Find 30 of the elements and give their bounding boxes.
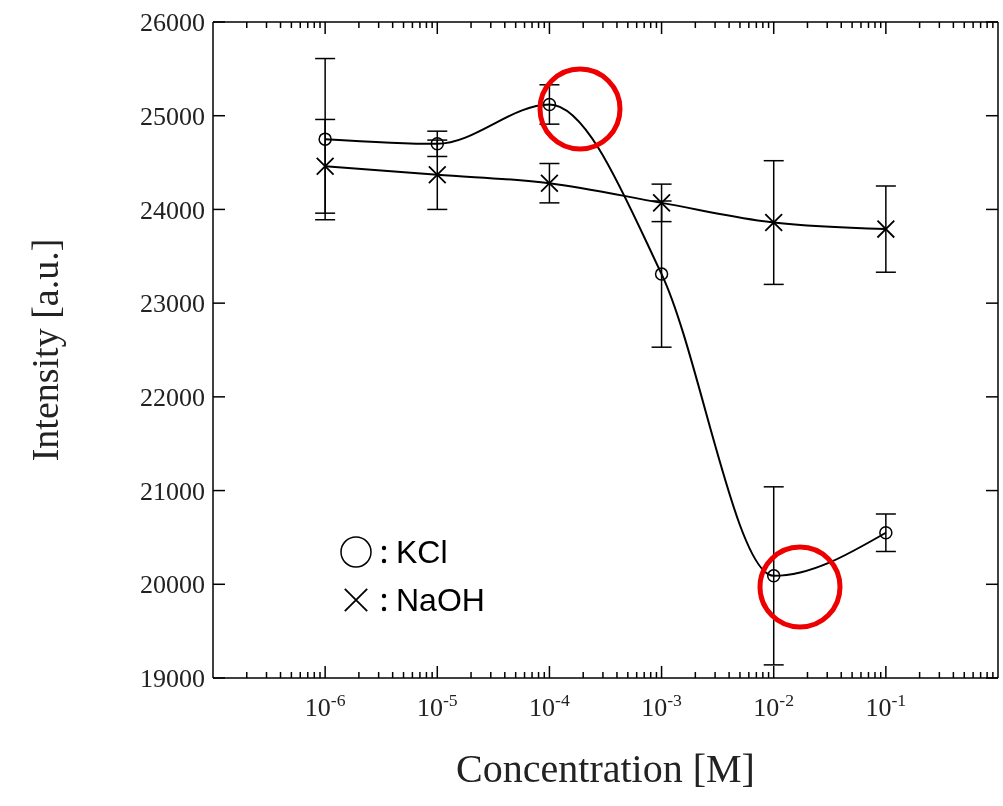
point xyxy=(766,569,781,583)
point xyxy=(318,132,332,146)
x-tick-label: 10$^{-5}$ xyxy=(416,690,458,722)
y-tick-label: 21000 xyxy=(140,476,205,506)
legend-label: KCl xyxy=(396,533,448,572)
x-tick-label: 10$^{-6}$ xyxy=(304,690,346,722)
x-tick-label: 10$^{-4}$ xyxy=(529,690,570,722)
legend-label: NaOH xyxy=(396,581,485,620)
y-tick-label: 22000 xyxy=(140,382,205,412)
point xyxy=(315,157,335,176)
y-tick-label: 23000 xyxy=(140,289,205,319)
x-tick-label: 10$^{-3}$ xyxy=(641,690,683,722)
point xyxy=(652,193,671,213)
y-axis-title: Intensity [a.u.] xyxy=(24,238,67,462)
point xyxy=(430,137,445,151)
point xyxy=(542,97,557,112)
y-tick-label: 19000 xyxy=(140,664,205,694)
point xyxy=(764,213,784,232)
y-tick-label: 26000 xyxy=(140,8,205,38)
point xyxy=(540,173,559,193)
x-axis-title: Concentration [M] xyxy=(456,746,755,791)
y-tick-label: 25000 xyxy=(140,101,205,131)
x-tick-label: 10$^{-2}$ xyxy=(753,690,795,722)
point xyxy=(876,219,896,239)
y-tick-label: 24000 xyxy=(140,195,205,225)
point xyxy=(879,525,893,540)
point xyxy=(427,165,447,185)
point xyxy=(654,267,669,281)
y-tick-label: 20000 xyxy=(140,570,205,600)
x-tick-label: 10$^{-1}$ xyxy=(865,690,907,722)
